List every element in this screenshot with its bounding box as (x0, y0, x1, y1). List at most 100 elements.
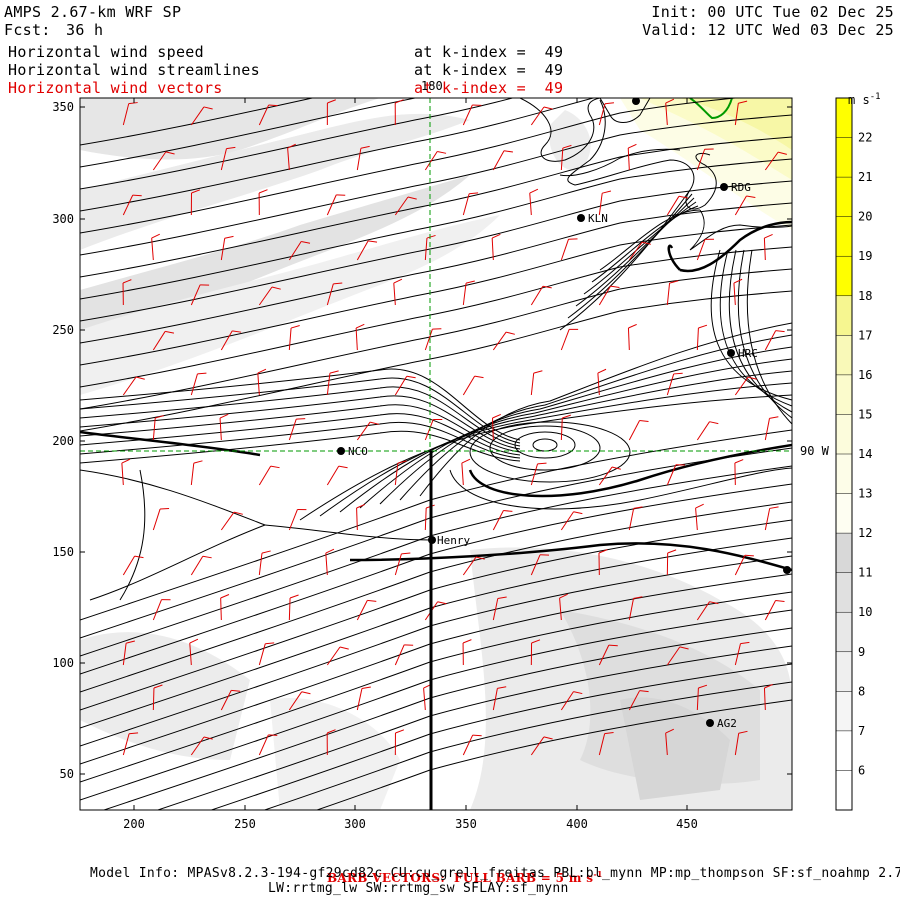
stations: NCO KLN RDG HRC Henry AG2 (337, 98, 791, 730)
wind-barb-flag (639, 690, 649, 693)
wind-barb (764, 151, 779, 171)
wind-barb-flag (805, 191, 814, 193)
wind-barb-flag (165, 330, 175, 334)
colorbar-label: 13 (858, 487, 872, 501)
wind-barb-flag (804, 460, 812, 463)
wind-barb-flag (608, 644, 618, 647)
wind-barb (560, 148, 564, 171)
colorbar-swatch (836, 335, 852, 375)
wind-barb-flag (628, 143, 637, 149)
forecast-hours: 36 h (66, 21, 104, 39)
wind-barb-flag (559, 593, 568, 599)
wind-barb (696, 688, 699, 711)
field-name-speed: Horizontal wind speed (8, 43, 204, 61)
wind-barb-flag (573, 511, 583, 515)
wind-barb (190, 373, 198, 396)
wind-barb-flag (128, 102, 138, 105)
colorbar-swatch (836, 256, 852, 296)
wind-barb-flag (355, 323, 365, 329)
wind-barb-flag (397, 460, 407, 464)
wind-barb-flag (339, 646, 349, 650)
wind-barb-flag (135, 376, 145, 380)
wind-barb (258, 286, 273, 306)
streamline (80, 246, 792, 388)
wind-barb-flag (220, 594, 230, 599)
wind-barb (802, 643, 804, 665)
x-tick-label: 200 (123, 817, 145, 831)
colorbar-swatch (836, 414, 852, 454)
wind-barb-flag (393, 278, 403, 284)
wind-barb (424, 238, 428, 261)
wind-barb-flag (503, 150, 514, 153)
wind-barb (121, 463, 124, 486)
wind-barb (288, 509, 298, 531)
wind-barb (734, 103, 739, 126)
wind-barb (696, 601, 710, 621)
wind-barb-flag (469, 192, 479, 195)
streamline (359, 358, 792, 509)
wind-barb-flag (189, 638, 199, 644)
wind-barb (355, 328, 358, 351)
station-kln: KLN (577, 212, 608, 225)
wind-barb-flag (360, 145, 370, 149)
wind-barb (152, 331, 166, 351)
wind-barb (257, 373, 260, 396)
streamline (80, 136, 792, 278)
wind-barb-flag (219, 413, 229, 419)
wind-barb (288, 328, 292, 351)
wind-barb-flag (778, 151, 787, 155)
wind-barb-flag (542, 285, 552, 289)
wind-speed-shading (80, 98, 792, 810)
wind-barb-flag (129, 732, 139, 735)
wind-barb-flag (203, 106, 213, 110)
wind-barb-flag (744, 554, 754, 557)
wind-barb-flag (160, 508, 170, 510)
streamline (80, 224, 792, 366)
station-marker-east (783, 566, 791, 574)
model-title: AMPS 2.67-km WRF SP (4, 3, 182, 21)
wind-barb-flag (203, 736, 213, 740)
wind-barb (734, 376, 749, 396)
wind-barb (492, 150, 505, 171)
colorbar-label: 8 (858, 684, 865, 698)
colorbar-unit: m s-1 (848, 92, 881, 107)
streamline (599, 209, 701, 271)
wind-barb (598, 466, 613, 486)
wind-barb (122, 103, 130, 126)
colorbar: 22 21 20 19 18 17 16 15 14 13 12 11 10 9 8 7 6 (835, 97, 872, 811)
svg-text:Henry: Henry (437, 534, 470, 547)
wind-barb-flag (369, 421, 379, 425)
wind-barb (220, 511, 235, 531)
colorbar-label: 15 (858, 407, 872, 421)
wind-barb (696, 328, 699, 351)
barb-note: BARB VECTORS: FULL BARB = 5 m s-1 (326, 869, 603, 885)
wind-barb-flag (231, 689, 241, 692)
colorbar-swatch (836, 533, 852, 573)
wind-barb (258, 643, 266, 666)
wind-barb-flag (698, 324, 708, 329)
wind-barb (462, 193, 470, 216)
field-level-vectors: at k-index = 49 (414, 79, 564, 97)
colorbar-label: 20 (858, 210, 872, 224)
station-hrc: HRC (727, 347, 758, 360)
wind-barb (696, 149, 706, 171)
wind-barb (803, 284, 810, 305)
colorbar-swatch (836, 651, 852, 692)
wind-barb-flag (367, 599, 377, 602)
wind-barb (220, 597, 222, 621)
colorbar-label: 14 (858, 447, 872, 461)
wind-barb (627, 148, 630, 171)
station-nco: NCO (337, 445, 368, 458)
colorbar-swatch (836, 177, 852, 217)
plot-frame (79, 97, 793, 811)
station-ag2: AG2 (706, 717, 737, 730)
wind-barb (424, 151, 438, 171)
wind-barb (325, 553, 328, 576)
colorbar-swatch (836, 454, 852, 494)
streamline (719, 249, 792, 407)
wind-barb (666, 373, 675, 396)
colorbar-label: 6 (858, 763, 865, 777)
meridian-label: 180 (421, 79, 443, 93)
wind-barb-flag (226, 146, 236, 150)
colorbar-swatch (836, 612, 852, 652)
